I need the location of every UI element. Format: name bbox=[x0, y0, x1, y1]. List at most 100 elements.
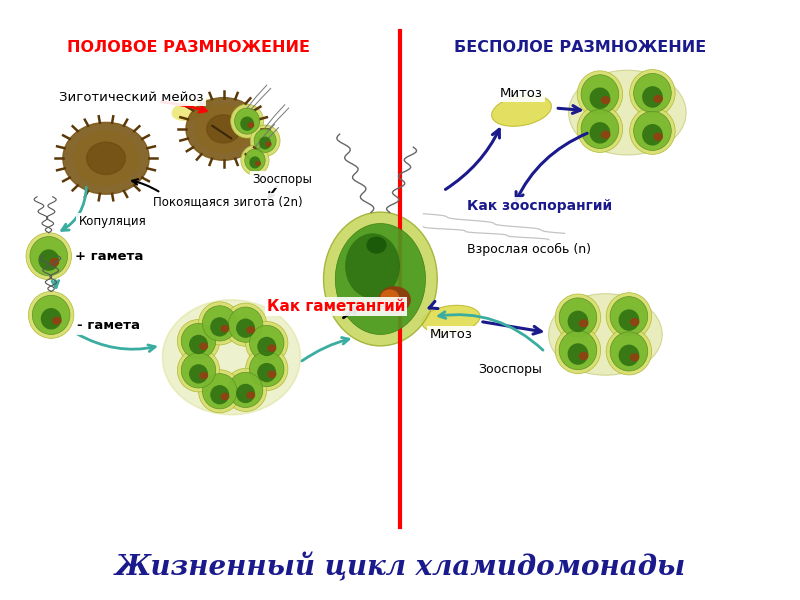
Text: Жизненный цикл хламидомонады: Жизненный цикл хламидомонады bbox=[114, 553, 686, 581]
Circle shape bbox=[53, 317, 61, 324]
Circle shape bbox=[579, 320, 588, 327]
Ellipse shape bbox=[492, 95, 551, 126]
Ellipse shape bbox=[32, 295, 70, 334]
Circle shape bbox=[221, 325, 229, 332]
Circle shape bbox=[381, 290, 398, 304]
Ellipse shape bbox=[30, 236, 67, 276]
Text: Митоз: Митоз bbox=[430, 328, 472, 341]
Circle shape bbox=[602, 97, 610, 104]
Ellipse shape bbox=[38, 250, 59, 271]
Circle shape bbox=[63, 122, 149, 194]
Ellipse shape bbox=[250, 125, 280, 157]
Text: Как зооспорангий: Как зооспорангий bbox=[466, 199, 612, 213]
Circle shape bbox=[221, 394, 229, 400]
Ellipse shape bbox=[246, 347, 288, 391]
Text: Копуляция: Копуляция bbox=[78, 215, 146, 228]
Circle shape bbox=[248, 123, 254, 127]
Ellipse shape bbox=[258, 337, 276, 356]
Circle shape bbox=[630, 354, 638, 361]
Text: Митоз: Митоз bbox=[500, 86, 543, 100]
Ellipse shape bbox=[630, 107, 675, 154]
Circle shape bbox=[266, 142, 271, 146]
Ellipse shape bbox=[634, 112, 671, 151]
Ellipse shape bbox=[234, 108, 260, 134]
Ellipse shape bbox=[559, 298, 597, 337]
Circle shape bbox=[50, 259, 58, 265]
Circle shape bbox=[579, 353, 588, 359]
Ellipse shape bbox=[590, 88, 610, 109]
Circle shape bbox=[654, 133, 662, 140]
Circle shape bbox=[630, 319, 638, 326]
Ellipse shape bbox=[171, 98, 213, 121]
Ellipse shape bbox=[178, 349, 220, 392]
Ellipse shape bbox=[41, 308, 62, 329]
Ellipse shape bbox=[618, 310, 639, 331]
Text: Как гаметангий: Как гаметангий bbox=[266, 299, 405, 314]
Ellipse shape bbox=[202, 306, 237, 341]
Ellipse shape bbox=[606, 328, 652, 375]
Circle shape bbox=[256, 162, 260, 166]
Ellipse shape bbox=[198, 370, 241, 413]
Ellipse shape bbox=[618, 344, 639, 366]
Ellipse shape bbox=[210, 317, 229, 337]
Ellipse shape bbox=[224, 303, 266, 346]
Text: ПОЛОВОЕ РАЗМНОЖЕНИЕ: ПОЛОВОЕ РАЗМНОЖЕНИЕ bbox=[67, 40, 310, 55]
Ellipse shape bbox=[26, 233, 71, 280]
Text: Зооспоры: Зооспоры bbox=[253, 173, 313, 187]
Text: БЕСПОЛОЕ РАЗМНОЖЕНИЕ: БЕСПОЛОЕ РАЗМНОЖЕНИЕ bbox=[454, 40, 706, 55]
Circle shape bbox=[654, 95, 662, 103]
Ellipse shape bbox=[236, 319, 255, 338]
Ellipse shape bbox=[581, 75, 618, 114]
Ellipse shape bbox=[577, 106, 622, 152]
Ellipse shape bbox=[241, 145, 269, 175]
Ellipse shape bbox=[189, 335, 208, 354]
Circle shape bbox=[602, 131, 610, 138]
Circle shape bbox=[268, 345, 276, 352]
Circle shape bbox=[74, 131, 138, 185]
Text: Взрослая особь (n): Взрослая особь (n) bbox=[466, 243, 590, 256]
Ellipse shape bbox=[28, 292, 74, 338]
Circle shape bbox=[162, 300, 301, 415]
Ellipse shape bbox=[569, 70, 686, 155]
Ellipse shape bbox=[577, 71, 622, 118]
Ellipse shape bbox=[210, 385, 229, 404]
Ellipse shape bbox=[555, 326, 601, 374]
Ellipse shape bbox=[198, 302, 241, 345]
Ellipse shape bbox=[224, 368, 266, 412]
Ellipse shape bbox=[610, 332, 648, 371]
Ellipse shape bbox=[259, 137, 271, 149]
Ellipse shape bbox=[323, 212, 438, 346]
Ellipse shape bbox=[236, 384, 255, 403]
Circle shape bbox=[367, 237, 386, 253]
Ellipse shape bbox=[250, 352, 284, 386]
Ellipse shape bbox=[559, 331, 597, 370]
Ellipse shape bbox=[250, 157, 261, 169]
Ellipse shape bbox=[245, 149, 265, 172]
Text: Покоящаяся зигота (2n): Покоящаяся зигота (2n) bbox=[153, 196, 302, 209]
Text: Зиготический мейоз: Зиготический мейоз bbox=[59, 91, 203, 104]
Ellipse shape bbox=[345, 233, 400, 299]
Ellipse shape bbox=[189, 364, 208, 383]
Ellipse shape bbox=[549, 293, 662, 375]
Ellipse shape bbox=[182, 353, 216, 388]
Ellipse shape bbox=[634, 73, 671, 113]
Ellipse shape bbox=[178, 319, 220, 362]
Ellipse shape bbox=[610, 296, 648, 336]
Ellipse shape bbox=[422, 305, 480, 334]
Circle shape bbox=[86, 142, 126, 175]
Circle shape bbox=[200, 343, 207, 349]
Ellipse shape bbox=[642, 124, 662, 146]
Circle shape bbox=[206, 115, 241, 143]
Circle shape bbox=[247, 392, 254, 398]
Circle shape bbox=[186, 98, 262, 160]
Ellipse shape bbox=[630, 70, 675, 116]
Ellipse shape bbox=[606, 293, 652, 340]
Text: + гамета: + гамета bbox=[74, 250, 143, 263]
Ellipse shape bbox=[258, 363, 276, 382]
Ellipse shape bbox=[254, 129, 276, 152]
Ellipse shape bbox=[568, 311, 588, 332]
Ellipse shape bbox=[642, 86, 662, 108]
Ellipse shape bbox=[581, 109, 618, 148]
Ellipse shape bbox=[568, 343, 588, 365]
Ellipse shape bbox=[250, 325, 284, 361]
